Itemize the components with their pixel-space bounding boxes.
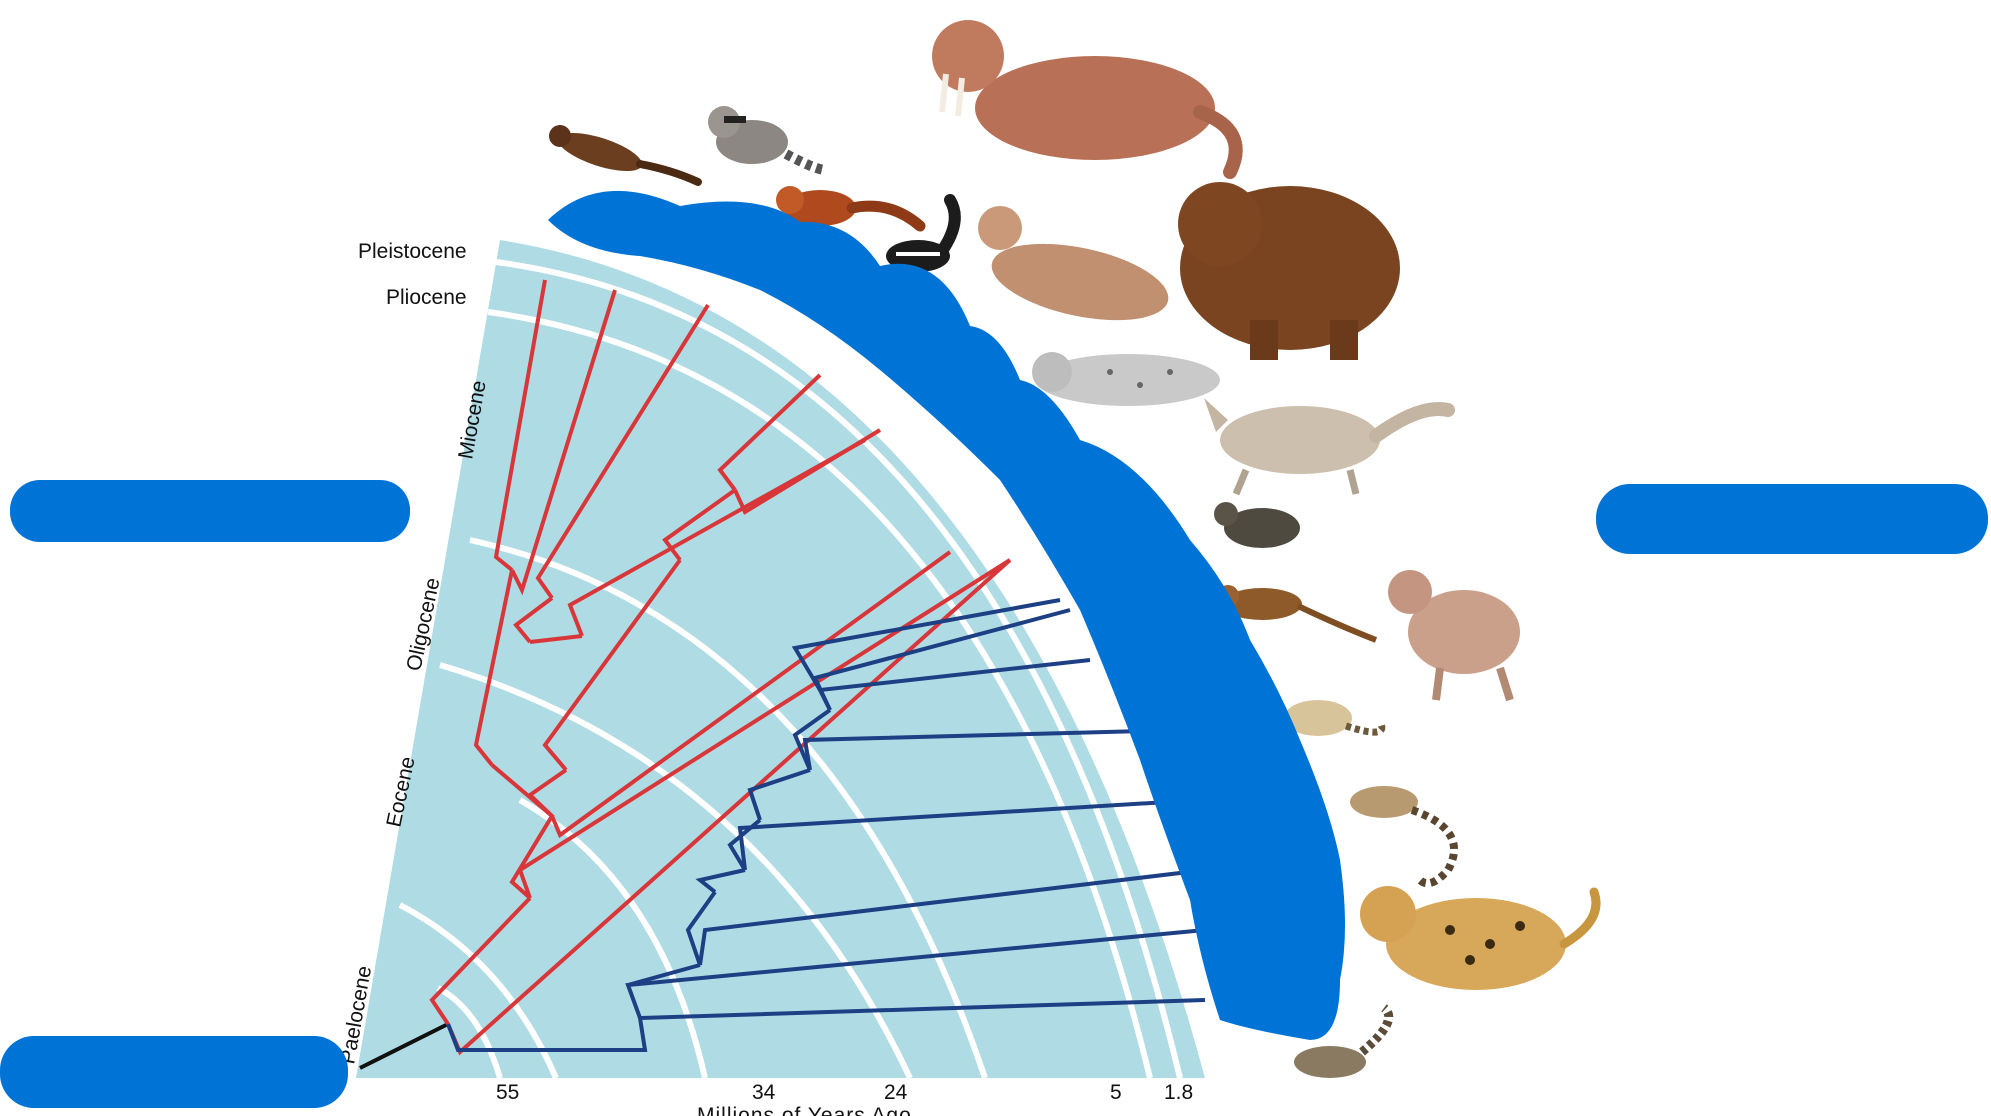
bear-icon bbox=[1178, 182, 1400, 360]
epoch-label-pliocene: Pliocene bbox=[386, 286, 467, 309]
jaguar-icon bbox=[1360, 886, 1601, 990]
redaction-marks bbox=[0, 190, 1988, 1108]
time-wedge bbox=[356, 240, 1205, 1078]
seal-icon bbox=[1032, 352, 1220, 406]
epoch-label-pleistocene: Pleistocene bbox=[358, 240, 467, 263]
axis-tick-1-8: 1.8 bbox=[1164, 1081, 1193, 1104]
linsang-icon bbox=[1284, 700, 1386, 736]
redaction-left-middle bbox=[10, 480, 410, 542]
wolf-icon bbox=[1204, 398, 1455, 496]
redaction-tip-labels bbox=[548, 190, 1345, 1040]
hyena-icon bbox=[1388, 570, 1520, 702]
redaction-left-bottom bbox=[0, 1036, 348, 1108]
mongoose-icon bbox=[1214, 502, 1300, 548]
raccoon-icon bbox=[708, 106, 826, 175]
redaction-right-middle bbox=[1596, 484, 1988, 554]
axis-tick-55: 55 bbox=[496, 1081, 519, 1104]
sea-lion-icon bbox=[978, 206, 1169, 321]
red-panda-icon bbox=[776, 186, 926, 232]
genet-icon bbox=[1350, 786, 1458, 888]
fossa-icon bbox=[1217, 585, 1378, 643]
blue-clade bbox=[446, 598, 1206, 1052]
root-stem bbox=[359, 1022, 449, 1070]
civet-icon bbox=[1294, 1004, 1394, 1078]
axis-tick-24: 24 bbox=[884, 1081, 908, 1104]
walrus-icon bbox=[932, 20, 1243, 179]
axis-title: Millions of Years Ago bbox=[697, 1104, 912, 1116]
axis-tick-5: 5 bbox=[1110, 1081, 1122, 1104]
weasel-icon bbox=[549, 125, 702, 186]
axis-tick-34: 34 bbox=[752, 1081, 776, 1104]
animals bbox=[549, 20, 1601, 1078]
